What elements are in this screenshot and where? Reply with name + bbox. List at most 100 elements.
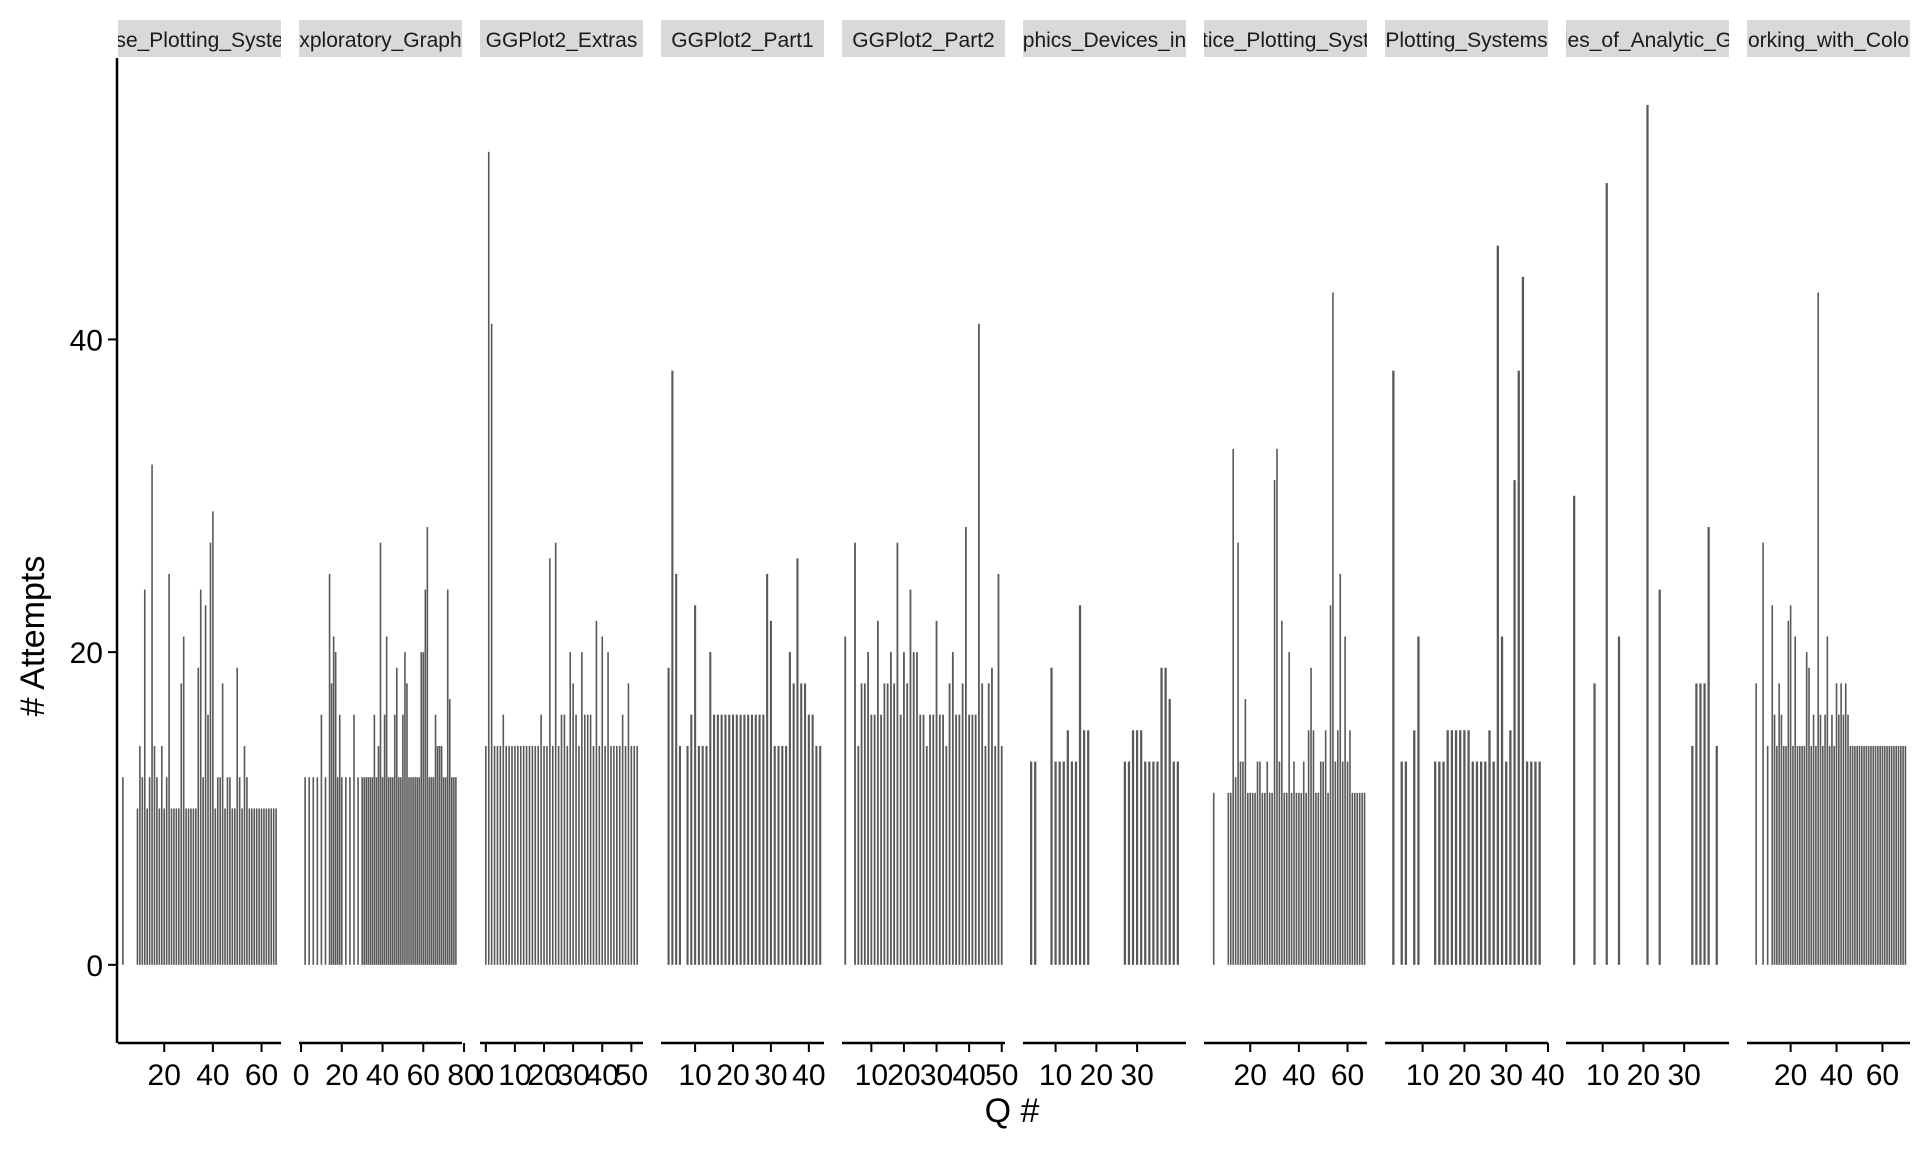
bar	[426, 527, 429, 965]
x-tick-label: 40	[1820, 1059, 1853, 1092]
bar	[598, 745, 601, 965]
bar	[1796, 745, 1799, 965]
bar	[332, 636, 335, 965]
bar	[583, 714, 586, 965]
bar	[1319, 761, 1322, 965]
bar	[1646, 104, 1649, 965]
bar	[522, 745, 525, 965]
bar	[1703, 683, 1706, 965]
bar	[1305, 792, 1307, 965]
bar	[560, 714, 563, 965]
bar	[896, 542, 899, 965]
bar	[158, 808, 161, 965]
bar	[231, 808, 234, 965]
bar	[1766, 745, 1769, 965]
bar	[371, 777, 374, 965]
bar	[1232, 448, 1234, 965]
facet-strip	[480, 20, 643, 57]
bar	[493, 745, 496, 965]
bar	[534, 745, 537, 965]
bar	[601, 636, 604, 965]
bar	[633, 745, 636, 965]
bar	[1251, 792, 1254, 965]
bar	[1322, 761, 1325, 965]
bar	[349, 777, 351, 965]
bar	[762, 714, 765, 965]
bar	[1234, 777, 1237, 965]
bar	[353, 714, 355, 965]
bar	[716, 714, 719, 965]
bar	[686, 745, 689, 965]
bar	[357, 777, 359, 965]
bar	[1821, 745, 1824, 965]
bar	[1492, 761, 1495, 965]
bar	[330, 683, 333, 965]
bar	[178, 808, 180, 965]
bar	[404, 652, 406, 965]
bar	[207, 714, 209, 965]
bar	[709, 652, 712, 965]
bar	[636, 745, 638, 965]
bar	[1833, 745, 1836, 965]
bar	[406, 683, 408, 965]
bar	[1164, 667, 1167, 965]
bar	[739, 714, 742, 965]
bar	[1140, 730, 1143, 965]
y-tick-label: 40	[70, 324, 103, 357]
x-tick-label: 30	[556, 1059, 589, 1092]
bar	[175, 808, 178, 965]
bar	[769, 620, 772, 965]
bar	[1295, 792, 1298, 965]
bar	[209, 542, 212, 965]
bar	[185, 808, 187, 965]
bar	[811, 714, 814, 965]
bar	[1883, 745, 1886, 965]
x-tick-label: 30	[1120, 1059, 1153, 1092]
bar	[248, 808, 251, 965]
bar	[781, 745, 784, 965]
bar	[997, 573, 1000, 965]
bar	[258, 808, 260, 965]
bar	[1168, 699, 1171, 965]
bar	[1310, 667, 1312, 965]
bar	[496, 745, 499, 965]
bar	[1851, 745, 1854, 965]
bar	[1463, 730, 1466, 965]
bar	[627, 683, 630, 965]
bar	[899, 714, 902, 965]
bar	[440, 745, 443, 965]
bar	[195, 808, 197, 965]
bar	[367, 777, 370, 965]
bar	[1872, 745, 1875, 965]
bar	[873, 714, 876, 965]
bar	[1307, 730, 1310, 965]
bar	[160, 745, 163, 965]
bar	[490, 323, 493, 965]
bar	[190, 808, 192, 965]
bar	[621, 714, 624, 965]
bar	[139, 745, 141, 965]
bar	[212, 511, 214, 965]
bar	[551, 745, 554, 965]
bar	[219, 777, 221, 965]
bar	[581, 652, 583, 965]
bar	[807, 714, 810, 965]
bar	[537, 745, 540, 965]
bar	[168, 573, 170, 965]
x-tick-label: 20	[1080, 1059, 1113, 1092]
bar	[906, 683, 909, 965]
bar	[391, 777, 394, 965]
bar	[1881, 745, 1884, 965]
bar	[919, 714, 922, 965]
bar	[173, 808, 175, 965]
bar	[754, 714, 757, 965]
facet-strip	[118, 20, 281, 57]
bar	[785, 745, 788, 965]
facet-panel: GGPlot2_Part1 10 20 30 40	[661, 20, 826, 1092]
bar	[1062, 761, 1065, 965]
bar	[153, 745, 156, 965]
bar	[275, 808, 277, 965]
x-tick-label: 0	[293, 1059, 310, 1092]
x-tick-label: 50	[985, 1059, 1018, 1092]
